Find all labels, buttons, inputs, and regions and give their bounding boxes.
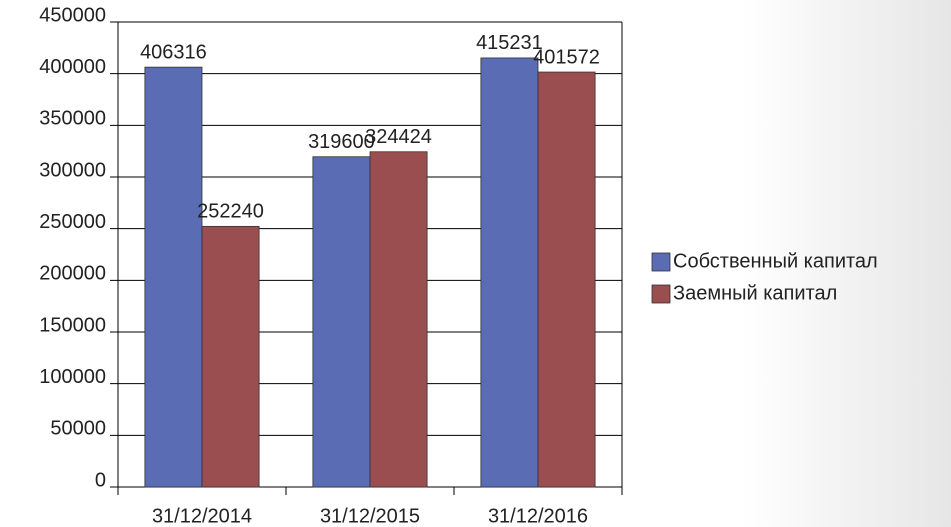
y-tick-label: 200000	[39, 263, 106, 285]
bar	[144, 66, 203, 488]
legend-swatch	[651, 252, 671, 272]
y-tick-label: 450000	[39, 4, 106, 26]
bar	[312, 156, 371, 488]
legend-label: Собственный капитал	[673, 250, 878, 272]
data-label: 415231	[476, 32, 543, 54]
y-tick-label: 50000	[50, 418, 106, 440]
bar	[369, 151, 428, 488]
y-tick-label: 300000	[39, 159, 106, 181]
data-label: 401572	[533, 46, 600, 68]
y-tick-label: 0	[95, 469, 106, 491]
y-tick-label: 100000	[39, 366, 106, 388]
x-tick-label: 31/12/2015	[320, 505, 420, 527]
y-tick-label: 400000	[39, 56, 106, 78]
legend-swatch	[651, 284, 671, 304]
y-tick-label: 150000	[39, 314, 106, 336]
x-tick-label: 31/12/2014	[152, 505, 252, 527]
y-tick-label: 250000	[39, 211, 106, 233]
data-label: 252240	[197, 201, 264, 223]
legend-label: Заемный капитал	[673, 282, 837, 304]
y-tick-label: 350000	[39, 108, 106, 130]
x-tick-label: 31/12/2016	[488, 505, 588, 527]
data-label: 319600	[308, 131, 375, 153]
data-label: 324424	[365, 126, 432, 148]
bar	[537, 71, 596, 488]
data-label: 406316	[140, 41, 207, 63]
bar	[480, 57, 539, 488]
bar	[201, 225, 260, 488]
